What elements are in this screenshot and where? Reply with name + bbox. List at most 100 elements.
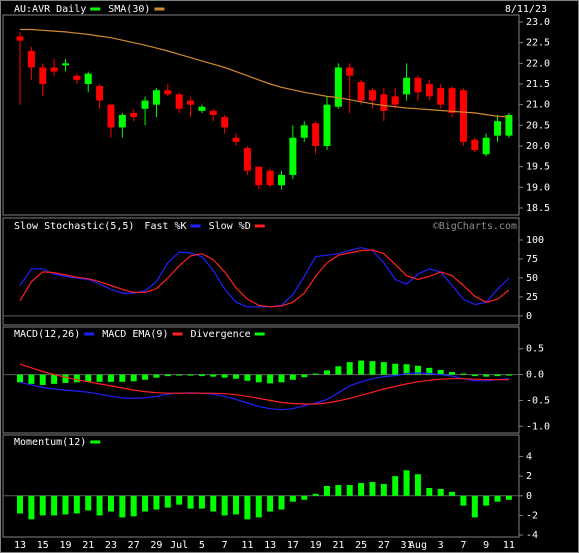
candle-body (232, 137, 240, 142)
bar (221, 495, 228, 516)
candle-body (221, 117, 229, 128)
candle-body (107, 104, 115, 128)
legend-swatch (172, 332, 183, 336)
bar (358, 360, 365, 375)
bar (198, 374, 205, 377)
candle-body (403, 77, 411, 95)
candle-body (50, 67, 58, 72)
candle-body (357, 81, 365, 101)
candle-body (380, 94, 388, 111)
bar (437, 369, 444, 375)
bar (437, 488, 444, 496)
bar (335, 485, 342, 496)
legend-label: Divergence (190, 329, 250, 340)
bar (494, 374, 501, 377)
bar (233, 495, 240, 515)
bar (96, 374, 103, 382)
bar (392, 363, 399, 375)
x-tick-label: 31 (401, 540, 413, 551)
bar (210, 495, 217, 512)
x-tick-label: 17 (287, 540, 299, 551)
bar (471, 374, 478, 377)
bar (176, 495, 183, 505)
legend-label: Fast %K (144, 221, 186, 232)
y-tick-label: -0.5 (526, 395, 550, 406)
candle-body (141, 100, 149, 109)
bar (483, 495, 490, 506)
bar (85, 495, 92, 511)
bar (62, 495, 69, 515)
x-tick-label: 29 (150, 540, 162, 551)
x-tick-label: 27 (378, 540, 390, 551)
candle-body (494, 121, 502, 136)
y-tick-label: 0.0 (526, 370, 544, 381)
series-line (19, 372, 509, 411)
bar (187, 374, 194, 376)
panel-title: Slow Stochastic(5,5) (14, 221, 134, 232)
x-tick-label: 7 (460, 540, 466, 551)
y-tick-label: 20.5 (526, 120, 550, 131)
bar (335, 366, 342, 375)
candle-body (323, 104, 331, 146)
x-tick-label: 5 (199, 540, 205, 551)
series-line (19, 246, 510, 308)
x-tick-label: 13 (14, 540, 26, 551)
candle-body (312, 123, 320, 146)
bar (414, 474, 421, 496)
bar (17, 495, 23, 514)
y-tick-label: 2 (526, 471, 532, 482)
bar (96, 495, 103, 516)
bar (426, 367, 433, 375)
legend-swatch (84, 332, 95, 336)
bar (51, 374, 58, 384)
candle-body (164, 90, 172, 95)
candle-body (255, 166, 263, 186)
panel-frame (2, 434, 520, 538)
bar (278, 495, 285, 510)
y-tick-label: 23.0 (526, 17, 550, 28)
bar (301, 374, 308, 378)
candle-body (187, 100, 195, 105)
credit: ©BigCharts.com (433, 221, 517, 232)
x-tick-label: 7 (222, 540, 228, 551)
y-tick-label: 19.0 (526, 182, 550, 193)
bar (233, 374, 240, 379)
bar (73, 495, 80, 514)
bar (198, 495, 205, 509)
candle-body (437, 88, 445, 105)
bar (403, 470, 410, 496)
bar (142, 495, 149, 512)
bar (153, 374, 160, 378)
bar (323, 486, 330, 496)
bar (39, 495, 46, 516)
candle-body (414, 77, 422, 93)
y-tick-label: -2 (526, 510, 538, 521)
bar (73, 374, 80, 383)
legend-swatch (90, 7, 101, 11)
candle-body (425, 84, 433, 97)
candle-body (27, 50, 35, 68)
candle-body (346, 67, 354, 76)
bar (267, 374, 274, 384)
candle-body (39, 67, 47, 85)
bar (312, 373, 319, 375)
candle-body (152, 90, 160, 105)
bar (28, 374, 35, 384)
series-line (19, 249, 510, 308)
bar (301, 495, 308, 500)
x-tick-label: Aug (409, 540, 427, 551)
candle-body (448, 88, 456, 113)
bar (346, 362, 353, 375)
bar (244, 374, 251, 381)
bar (255, 495, 262, 518)
candle-body (289, 137, 297, 175)
y-tick-label: 20.0 (526, 141, 550, 152)
x-tick-label: 19 (310, 540, 322, 551)
candle-body (198, 106, 206, 111)
bar (369, 482, 376, 496)
candle-body (300, 125, 308, 138)
bar (39, 374, 46, 385)
candle-body (278, 174, 286, 186)
bar (176, 374, 183, 376)
candle-body (118, 115, 126, 128)
